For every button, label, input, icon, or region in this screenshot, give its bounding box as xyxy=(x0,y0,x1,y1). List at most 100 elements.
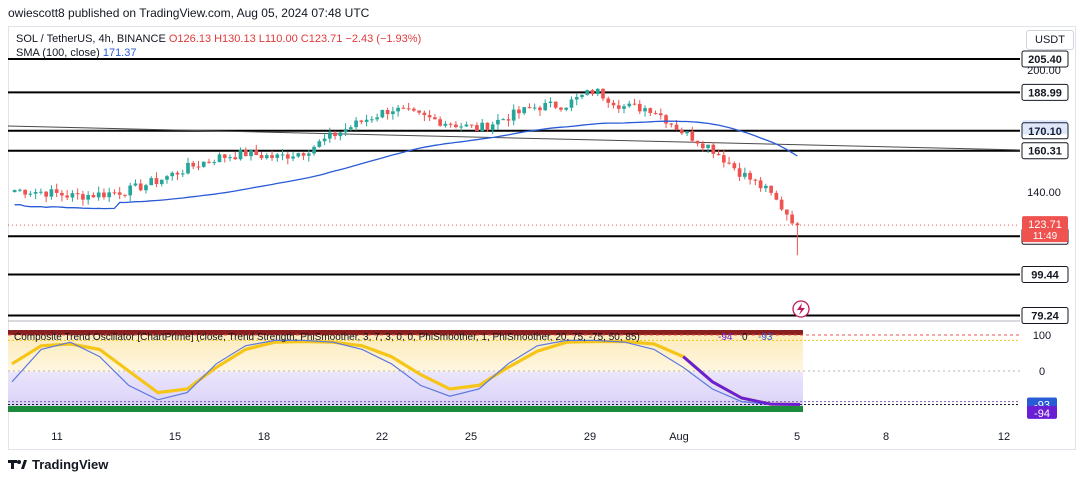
candle-body-126 xyxy=(674,124,679,130)
candle-body-129 xyxy=(690,131,695,141)
candle-body-70 xyxy=(380,110,385,118)
candle-body-5 xyxy=(39,191,43,193)
x-tick-7: 5 xyxy=(794,431,800,443)
candle-body-111 xyxy=(595,88,600,95)
candle-body-7 xyxy=(49,189,54,197)
candle-countdown: 11:49 xyxy=(1033,231,1058,242)
candle-body-66 xyxy=(359,120,364,122)
candle-body-81 xyxy=(438,119,442,126)
symbol-label[interactable]: SOL / TetherUS, 4h, BINANCE xyxy=(16,33,166,45)
candle-body-136 xyxy=(727,162,731,164)
candle-body-132 xyxy=(706,144,710,149)
candle-body-117 xyxy=(627,103,632,107)
candle-body-49 xyxy=(270,155,274,158)
candle-body-11 xyxy=(70,193,75,198)
candle-body-80 xyxy=(433,117,437,120)
candle-body-30 xyxy=(170,172,175,177)
candle-body-29 xyxy=(165,176,169,180)
candle-body-23 xyxy=(133,183,138,186)
currency-button[interactable]: USDT xyxy=(1026,30,1074,50)
oscillator-background xyxy=(8,330,803,412)
sma-label[interactable]: SMA (100, close) xyxy=(16,47,100,59)
candle-body-77 xyxy=(417,110,421,113)
candle-body-26 xyxy=(149,178,154,186)
candle-body-141 xyxy=(753,179,758,181)
oscillator-top-band xyxy=(8,330,803,335)
chart-frame[interactable] xyxy=(8,26,1076,450)
candle-body-142 xyxy=(758,180,763,189)
candle-body-106 xyxy=(569,99,574,108)
candle-body-43 xyxy=(238,149,243,160)
candle-body-27 xyxy=(154,178,159,185)
oscillator-bottom-band xyxy=(8,406,803,412)
candle-body-116 xyxy=(622,106,626,109)
candle-body-125 xyxy=(669,123,674,125)
candle-body-44 xyxy=(243,149,248,157)
candle-body-6 xyxy=(44,191,48,197)
candle-body-130 xyxy=(695,140,700,144)
candle-body-100 xyxy=(538,107,542,111)
candle-body-72 xyxy=(391,111,395,115)
candle-body-31 xyxy=(175,172,180,175)
candle-body-33 xyxy=(186,162,190,174)
candle-body-98 xyxy=(527,107,532,109)
candle-body-120 xyxy=(643,108,647,112)
candle-body-83 xyxy=(448,123,453,125)
candle-body-75 xyxy=(406,108,411,110)
candle-body-95 xyxy=(511,109,516,121)
candle-body-76 xyxy=(412,108,416,111)
sma-value: 171.37 xyxy=(102,47,137,59)
candle-body-101 xyxy=(543,103,548,111)
tradingview-logo-icon xyxy=(8,457,28,472)
candle-body-34 xyxy=(191,162,196,167)
level-tag-2 xyxy=(1021,122,1069,140)
candle-body-94 xyxy=(506,119,511,121)
osc-axis-label-0: 100 xyxy=(1033,330,1051,342)
brand: TradingView xyxy=(8,457,108,472)
candle-body-86 xyxy=(464,124,469,127)
last-price-label: 123.71 xyxy=(1028,219,1062,231)
candle-body-54 xyxy=(296,153,301,157)
candle-body-19 xyxy=(112,192,117,194)
candle-body-109 xyxy=(585,90,590,95)
level-label-1: 188.99 xyxy=(1028,87,1062,99)
candle-body-123 xyxy=(658,113,663,116)
candle-body-113 xyxy=(606,98,611,103)
candle-body-2 xyxy=(23,189,27,195)
x-tick-8: 8 xyxy=(883,431,889,443)
candle-body-124 xyxy=(664,115,668,124)
candle-body-82 xyxy=(443,123,448,126)
candle-body-22 xyxy=(128,185,133,196)
candle-body-131 xyxy=(700,143,705,149)
candle-body-118 xyxy=(632,103,637,105)
candle-body-52 xyxy=(285,154,290,159)
candle-body-104 xyxy=(559,107,563,110)
candle-body-42 xyxy=(233,157,238,160)
sma-line xyxy=(14,120,798,210)
price-tick-0: 200.00 xyxy=(1027,65,1061,77)
candle-body-39 xyxy=(217,154,222,163)
x-tick-2: 18 xyxy=(258,431,270,443)
candle-body-36 xyxy=(201,161,206,167)
candle-body-62 xyxy=(338,132,343,137)
x-tick-0: 11 xyxy=(51,431,62,443)
candle-body-65 xyxy=(354,120,358,128)
osc-low-segment xyxy=(682,355,801,406)
price-tick-1: 140.00 xyxy=(1027,187,1061,199)
level-label-5: 99.44 xyxy=(1031,269,1059,281)
candle-body-8 xyxy=(54,189,59,193)
brand-label: TradingView xyxy=(32,457,109,472)
oscillator-value-a: -94 xyxy=(718,332,733,343)
candle-body-25 xyxy=(144,185,148,191)
candle-body-9 xyxy=(60,192,64,196)
candle-body-97 xyxy=(522,107,527,114)
candle-body-12 xyxy=(75,193,80,195)
candle-body-139 xyxy=(743,172,747,177)
candle-body-3 xyxy=(28,193,33,195)
publisher-line: owiescott8 published on TradingView.com,… xyxy=(8,6,370,20)
osc-axis-label-3: -94 xyxy=(1034,408,1050,420)
candle-body-53 xyxy=(291,156,295,159)
level-label-6: 79.24 xyxy=(1031,311,1059,323)
candle-body-38 xyxy=(212,162,217,164)
